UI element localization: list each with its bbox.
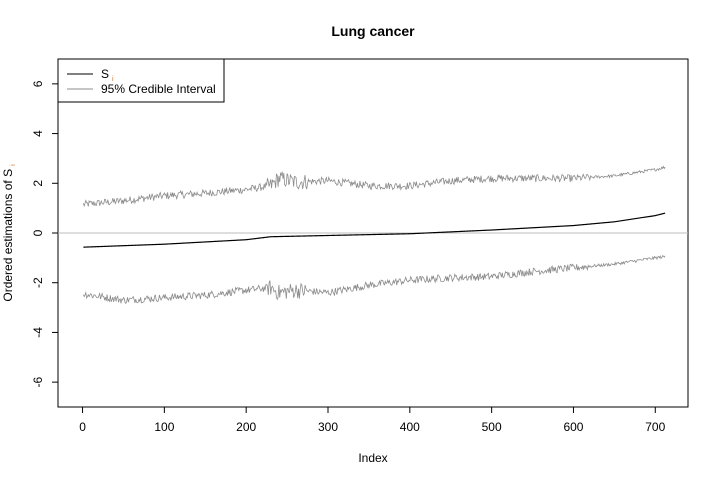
y-tick-label: -6	[31, 376, 45, 387]
x-tick-label: 600	[563, 420, 583, 434]
y-tick-label: 0	[31, 229, 45, 236]
x-tick-label: 100	[154, 420, 174, 434]
y-axis-label-text: Ordered estimations of S	[1, 169, 15, 302]
y-tick-label: 6	[31, 80, 45, 87]
x-tick-label: 0	[79, 420, 86, 434]
x-tick-label: 500	[482, 420, 502, 434]
legend-item-credible-interval: 95% Credible Interval	[101, 82, 216, 96]
x-tick-label: 700	[645, 420, 665, 434]
x-tick-label: 400	[400, 420, 420, 434]
y-axis: -6 -4 -2 0 2 4 6	[31, 80, 58, 387]
y-axis-label-subscript: i	[10, 164, 17, 166]
x-tick-label: 300	[318, 420, 338, 434]
x-axis-label: Index	[358, 451, 387, 465]
y-tick-label: 2	[31, 180, 45, 187]
series-group	[82, 165, 666, 304]
series-line-0	[83, 212, 666, 248]
x-tick-label: 200	[236, 420, 256, 434]
y-axis-label: Ordered estimations of S i	[1, 164, 17, 302]
y-tick-label: -2	[31, 277, 45, 288]
chart-title: Lung cancer	[331, 23, 415, 39]
x-axis: 0 100 200 300 400 500 600 700	[79, 407, 666, 434]
y-tick-label: 4	[31, 130, 45, 137]
y-tick-label: -4	[31, 327, 45, 338]
series-line-1	[82, 165, 666, 208]
legend-item-s-subscript: i	[112, 76, 114, 83]
legend-item-s-text: S	[101, 67, 109, 81]
series-line-2	[82, 254, 666, 304]
legend-box	[57, 58, 225, 103]
